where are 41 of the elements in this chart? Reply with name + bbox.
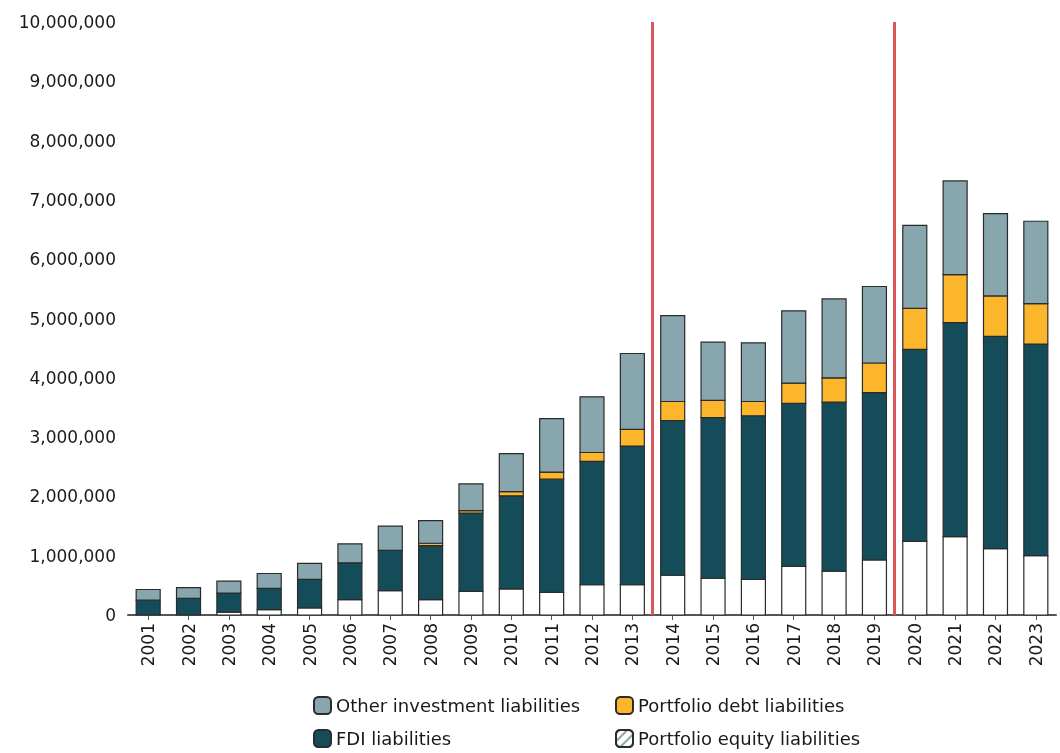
x-tick-label: 2013 (622, 623, 643, 667)
x-tick-label: 2008 (420, 623, 441, 667)
bar (458, 483, 484, 512)
legend-label: FDI liabilities (336, 728, 452, 749)
x-tick-label: 2018 (824, 623, 845, 667)
x-tick-label: 2001 (138, 623, 159, 667)
x-tick-label: 2021 (945, 623, 966, 667)
x-tick-label: 2002 (178, 623, 199, 667)
x-tick-label: 2016 (743, 623, 764, 667)
y-tick-label: 1,000,000 (29, 545, 116, 566)
x-tick-label: 2023 (1025, 623, 1046, 667)
legend-label: Other investment liabilities (336, 695, 581, 716)
x-tick-label: 2020 (904, 623, 925, 667)
x-tick-label: 2011 (541, 623, 562, 667)
x-tick-label: 2009 (460, 623, 481, 667)
x-tick-label: 2015 (703, 623, 724, 667)
y-tick-label: 3,000,000 (29, 427, 116, 448)
x-tick-label: 2004 (259, 623, 280, 667)
y-tick-label: 2,000,000 (29, 486, 116, 507)
y-tick-label: 4,000,000 (29, 367, 116, 388)
x-tick-label: 2006 (339, 623, 360, 667)
x-tick-label: 2010 (501, 623, 522, 667)
x-tick-label: 2017 (783, 623, 804, 667)
y-tick-label: 6,000,000 (29, 249, 116, 270)
legend-label: Portfolio equity liabilities (638, 728, 861, 749)
legend-label: Portfolio debt liabilities (638, 695, 845, 716)
y-tick-label: 5,000,000 (29, 308, 116, 329)
x-tick-label: 2022 (985, 623, 1006, 667)
x-tick-label: 2019 (864, 623, 885, 667)
x-tick-label: 2003 (218, 623, 239, 667)
y-tick-label: 0 (105, 605, 116, 625)
x-tick-label: 2014 (662, 623, 683, 667)
bar (498, 453, 524, 493)
y-tick-label: 10,000,000 (18, 12, 116, 32)
x-tick-label: 2007 (380, 623, 401, 667)
x-tick-label: 2005 (299, 623, 320, 667)
x-tick-label: 2012 (582, 623, 602, 667)
bar (418, 520, 444, 544)
y-tick-label: 7,000,000 (29, 189, 116, 210)
y-tick-label: 9,000,000 (29, 71, 116, 92)
y-tick-label: 8,000,000 (29, 130, 116, 151)
